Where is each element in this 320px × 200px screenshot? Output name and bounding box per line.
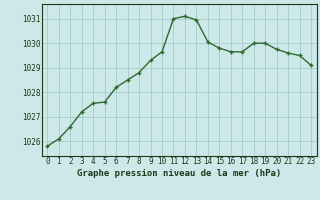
X-axis label: Graphe pression niveau de la mer (hPa): Graphe pression niveau de la mer (hPa) xyxy=(77,169,281,178)
